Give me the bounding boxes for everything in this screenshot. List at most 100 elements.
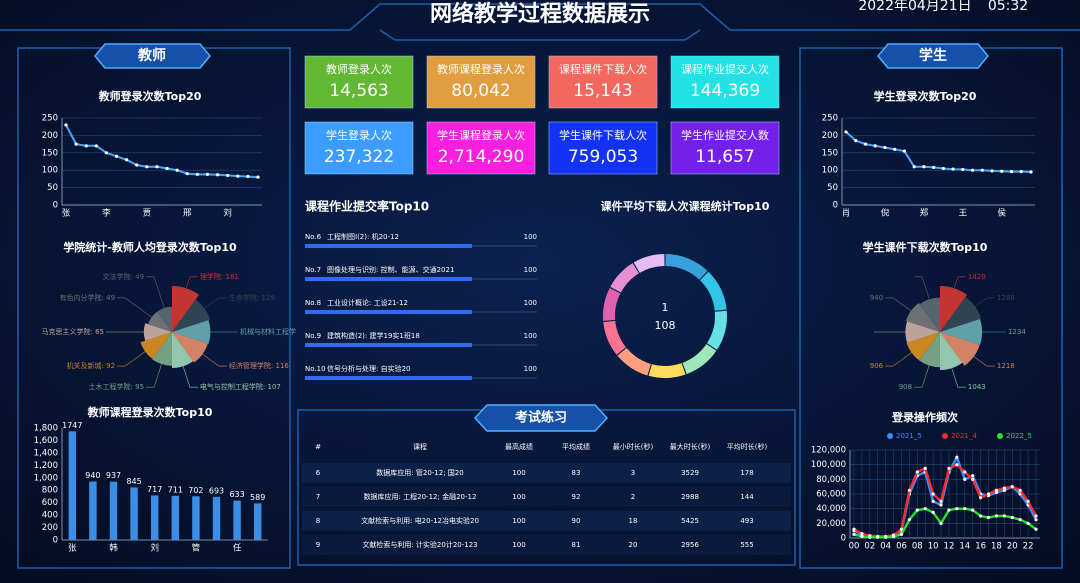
point (1000, 169, 1004, 173)
point (114, 154, 119, 158)
point (860, 534, 864, 539)
point (939, 503, 943, 507)
y-tick-label: 600 (42, 498, 58, 508)
x-tick-label: 贾 (143, 209, 152, 219)
point (971, 508, 975, 512)
bar-value: 937 (106, 471, 121, 480)
table-cell: 7 (316, 493, 320, 501)
table-cell: 100 (512, 541, 525, 549)
student-tab-title: 学生 (919, 47, 947, 64)
rank: No.8 (305, 299, 321, 307)
point (1034, 514, 1038, 518)
rose-slice (940, 319, 983, 345)
submission-title: 课程作业提交率Top10 (305, 199, 429, 214)
course-name: 图像处理与识别: 控制、能源、交通2021 (327, 265, 454, 274)
point (104, 151, 109, 155)
label-line (914, 276, 930, 300)
table-row (302, 511, 791, 531)
rank: No.10 (305, 365, 326, 373)
y-tick-label: 150 (42, 148, 58, 158)
line-series (845, 131, 1032, 173)
point (955, 463, 959, 467)
line-series (65, 124, 259, 179)
teacher-tab (94, 43, 211, 69)
point (1034, 527, 1038, 531)
kpi-value: 15,143 (573, 81, 632, 101)
rose-slice (152, 332, 172, 366)
bar (109, 481, 118, 540)
point (963, 477, 967, 481)
rose-slice (172, 299, 211, 332)
rose-slice (906, 332, 940, 361)
point (854, 139, 858, 143)
slice-label: 940 (870, 294, 883, 302)
slice-label: 机关及新城: 92 (67, 361, 116, 370)
table-cell: 3 (631, 469, 635, 477)
donut-slice (617, 347, 651, 376)
header-frame (0, 3, 1080, 31)
table-cell: 20 (629, 541, 638, 549)
table-cell: 数据库应用: 工程20-12; 金融20-12 (364, 492, 477, 501)
kpi-value: 759,053 (568, 147, 638, 167)
x-tick-label: 肖 (842, 208, 851, 219)
y-tick-label: 80,000 (816, 475, 846, 485)
x-tick-label: 12 (944, 542, 955, 552)
y-tick-label: 200 (822, 131, 838, 141)
x-tick-label: 韩 (109, 543, 118, 554)
table-cell: 555 (740, 541, 753, 549)
point (951, 167, 955, 171)
kpi-value: 14,563 (329, 81, 388, 101)
time: 05:32 (988, 0, 1028, 14)
point (1026, 499, 1030, 503)
y-tick-label: 0 (841, 534, 846, 544)
slice-label: 有色内分学院: 49 (60, 293, 116, 302)
label-line (885, 297, 912, 312)
point (844, 130, 848, 134)
slice-label: 理学院: 161 (200, 272, 239, 281)
legend-label: 2021_5 (896, 432, 922, 440)
point (955, 455, 959, 459)
label-line (204, 297, 227, 309)
point (883, 145, 887, 150)
rank: No.6 (305, 233, 322, 241)
kpi-label: 教师课程登录人次 (437, 62, 525, 76)
slice-label: 生命学院: 129 (229, 293, 275, 302)
bar-value: 633 (229, 490, 244, 499)
y-tick-label: 1,600 (34, 436, 58, 446)
donut-slice (602, 287, 621, 321)
point (923, 466, 927, 470)
point (84, 144, 88, 148)
x-tick-label: 王 (959, 209, 968, 219)
bar (212, 496, 221, 540)
y-tick-label: 150 (822, 148, 838, 158)
rank: No.7 (305, 266, 321, 274)
donut-center-label: 1 (662, 301, 669, 314)
table-cell: 9 (316, 541, 320, 549)
point (947, 466, 951, 470)
point (971, 477, 975, 481)
point (922, 165, 926, 169)
rose-slice (172, 332, 194, 368)
bar-value: 717 (147, 485, 162, 494)
point (1002, 486, 1006, 490)
rose-slice (140, 332, 172, 359)
rose-slice (157, 306, 172, 332)
bar-value: 845 (126, 477, 141, 486)
bar (89, 481, 97, 540)
y-tick-label: 1,800 (34, 424, 58, 434)
point (963, 470, 967, 474)
y-tick-label: 1,200 (34, 461, 58, 471)
kpi-value: 80,042 (451, 81, 510, 101)
point (868, 535, 872, 539)
kpi-tile (670, 121, 780, 175)
y-tick-label: 250 (42, 114, 58, 124)
table-cell: 6 (316, 469, 321, 477)
course-name: 工业设计概论: 工设21-12 (327, 298, 408, 307)
slice-label: 文法学院: 49 (103, 272, 145, 281)
point (860, 532, 864, 536)
x-tick-label: 00 (849, 542, 860, 552)
point (165, 166, 169, 171)
x-tick-label: 08 (912, 542, 923, 552)
donut-slice (633, 254, 665, 273)
